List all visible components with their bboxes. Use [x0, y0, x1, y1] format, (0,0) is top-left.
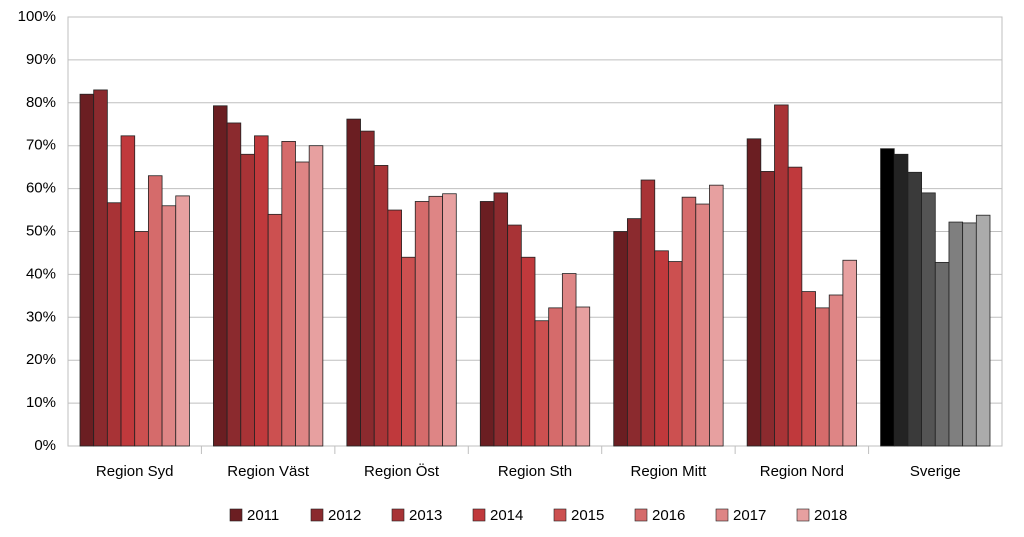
bar	[626, 218, 642, 447]
bar	[346, 118, 361, 447]
bar	[654, 250, 669, 447]
bar	[893, 153, 909, 447]
bar	[842, 259, 857, 447]
bar	[360, 130, 375, 447]
bar	[93, 89, 108, 447]
bar	[575, 306, 591, 447]
x-tick-label: Region Öst	[364, 462, 440, 480]
x-tick-label: Sverige	[910, 463, 961, 480]
bar	[79, 93, 95, 447]
legend-swatch	[391, 508, 405, 522]
bar	[561, 273, 577, 447]
legend-label: 2017	[733, 507, 766, 524]
y-tick-label: 40%	[26, 265, 56, 282]
legend-swatch	[229, 508, 243, 522]
y-tick-label: 90%	[26, 51, 56, 68]
bar	[428, 195, 444, 447]
bar	[442, 193, 457, 447]
y-tick-label: 10%	[26, 394, 56, 411]
bar	[880, 148, 895, 447]
x-tick-label: Region Syd	[96, 463, 174, 480]
legend-swatch	[796, 508, 810, 522]
bar	[774, 104, 789, 447]
bar	[147, 175, 163, 447]
bar	[975, 214, 991, 447]
bar	[787, 166, 803, 447]
y-tick-label: 60%	[26, 180, 56, 197]
legend-swatch	[553, 508, 567, 522]
legend-label: 2011	[247, 507, 279, 524]
bar	[548, 307, 563, 447]
bar	[613, 231, 628, 447]
bar	[414, 201, 430, 447]
bar	[640, 179, 656, 447]
legend-label: 2014	[490, 507, 523, 524]
bar	[308, 145, 324, 447]
bar	[520, 256, 536, 447]
x-tick-label: Region Mitt	[630, 463, 707, 480]
bar	[175, 195, 190, 447]
bar	[801, 291, 816, 447]
bar	[373, 165, 389, 447]
bar	[760, 171, 775, 447]
bar	[681, 196, 697, 447]
bar	[534, 320, 550, 447]
bar	[281, 141, 296, 447]
legend-label: 2018	[814, 507, 847, 524]
bar	[161, 205, 177, 447]
bar	[709, 184, 724, 447]
bar	[295, 161, 310, 447]
x-tick-label: Region Väst	[227, 463, 310, 480]
y-tick-label: 100%	[18, 8, 56, 25]
y-tick-label: 50%	[26, 222, 56, 239]
legend-swatch	[634, 508, 648, 522]
bar	[240, 153, 255, 447]
legend-swatch	[472, 508, 486, 522]
bar	[907, 171, 923, 447]
bar	[120, 135, 136, 447]
legend-label: 2015	[571, 507, 604, 524]
bar	[226, 122, 242, 447]
bar	[962, 222, 977, 447]
bar	[695, 203, 710, 447]
bar	[213, 105, 228, 447]
bar	[106, 202, 122, 447]
y-tick-label: 70%	[26, 137, 56, 154]
bar	[507, 224, 522, 447]
legend-label: 2012	[328, 507, 361, 524]
bar	[387, 209, 402, 447]
bar	[134, 231, 149, 447]
bar	[948, 221, 964, 447]
bar	[828, 294, 844, 447]
y-tick-label: 0%	[34, 437, 56, 454]
bar	[254, 135, 269, 447]
bar	[921, 192, 936, 447]
legend-label: 2016	[652, 507, 685, 524]
bar	[479, 201, 495, 447]
y-tick-label: 20%	[26, 351, 56, 368]
bar	[668, 261, 683, 447]
y-tick-label: 80%	[26, 94, 56, 111]
x-tick-label: Region Nord	[760, 463, 844, 480]
bar	[934, 261, 950, 447]
legend-label: 2013	[409, 507, 442, 524]
legend-swatch	[715, 508, 729, 522]
x-tick-label: Region Sth	[498, 463, 572, 480]
y-tick-label: 30%	[26, 308, 56, 325]
bar	[267, 213, 283, 447]
bar	[493, 192, 509, 447]
bar	[401, 256, 416, 447]
bar	[815, 307, 830, 447]
legend-swatch	[310, 508, 324, 522]
bar	[746, 138, 762, 447]
